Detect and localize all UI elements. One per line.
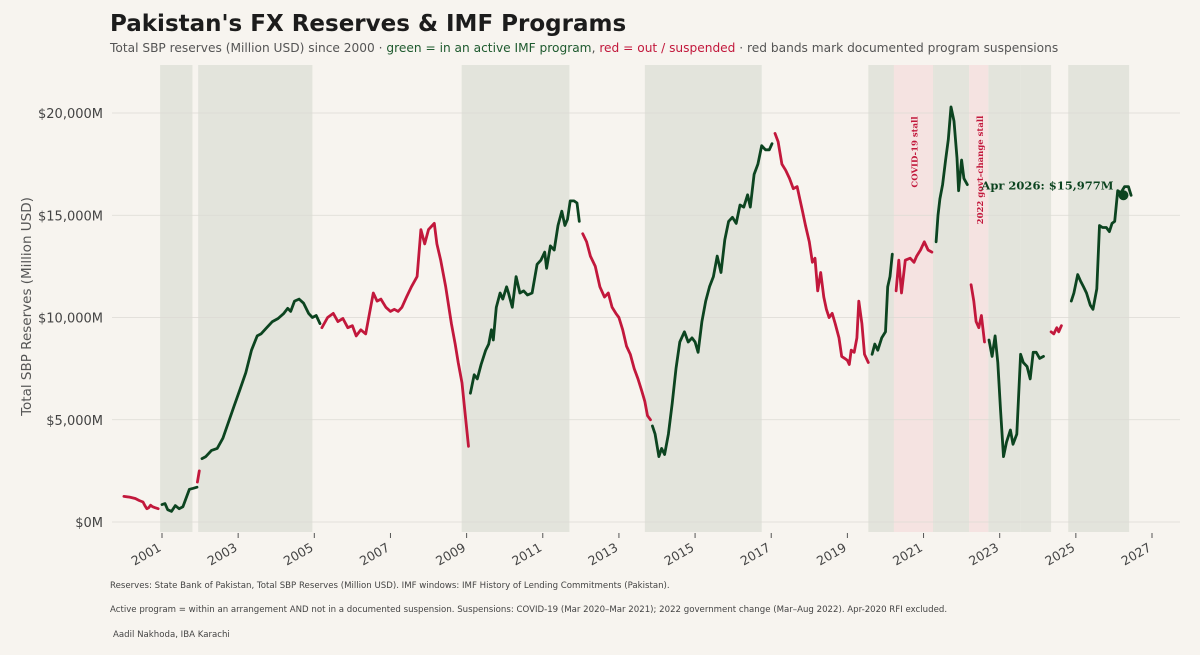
x-tick-label-1: 2003 [205,540,240,569]
series-layer [122,105,1133,513]
program-band-7 [1020,65,1052,532]
x-tick-label-10: 2021 [890,540,925,569]
series-segment-14-out [1049,324,1063,336]
x-tick-label-12: 2025 [1042,540,1077,569]
program-band-1 [198,65,313,532]
x-tick-label-0: 2001 [128,540,163,569]
suspension-band-0 [893,65,934,532]
series-segment-13-active [987,334,1045,459]
footnote-author: Aadil Nakhoda, IBA Karachi [113,630,230,640]
x-tick-label-4: 2009 [433,540,468,569]
chart-title: Pakistan's FX Reserves & IMF Programs [110,11,627,37]
series-segment-1-active [160,485,199,513]
series-segment-3-active [200,297,322,461]
latest-point-marker [1118,190,1129,201]
subtitle-part-2: · red bands mark documented program susp… [735,41,1059,55]
latest-point-label: Apr 2026: $15,977M [980,178,1113,192]
x-tick-label-3: 2007 [357,540,392,569]
y-tick-label-4: $20,000M [38,107,103,122]
suspension-band-1 [969,65,989,532]
program-band-6 [988,65,1021,532]
footnote-definition: Active program = within an arrangement A… [110,605,948,615]
series-segment-6-out [581,232,652,422]
series-segment-10-out [894,240,934,295]
x-tick-label-9: 2019 [814,540,849,569]
band-layer [160,65,1130,532]
x-tick-label-6: 2013 [585,540,620,569]
series-segment-2-out [195,469,201,484]
chart-subtitle: Total SBP reserves (Million USD) since 2… [110,41,1058,55]
subtitle-separator: , [591,41,600,55]
program-band-8 [1068,65,1130,532]
annotation-layer: COVID-19 stall 2022 govt-change stallApr … [910,115,1129,224]
y-tick-label-2: $10,000M [38,312,103,327]
suspension-label-1: 2022 govt-change stall [976,115,986,224]
subtitle-part-1: Total SBP reserves (Million USD) since 2… [110,41,387,55]
series-segment-9-active [870,252,894,356]
series-segment-7-active [651,142,774,459]
series-segment-5-active [468,199,581,395]
program-band-3 [644,65,762,532]
series-segment-11-active [934,105,969,244]
footnote-sources: Reserves: State Bank of Pakistan, Total … [110,581,670,591]
y-tick-label-0: $0M [75,516,103,531]
suspension-label-0: COVID-19 stall [910,116,920,188]
program-band-5 [934,65,970,532]
y-tick-label-1: $5,000M [46,414,103,429]
series-segment-12-out [969,283,986,344]
series-segment-4-out [320,221,470,448]
x-tick-label-7: 2015 [662,540,697,569]
x-tick-label-11: 2023 [966,540,1001,569]
grid-layer [112,112,1180,523]
subtitle-green-legend: green = in an active IMF program [386,41,592,55]
series-segment-0-out [122,494,160,511]
x-tick-label-13: 2027 [1118,540,1153,569]
series-segment-8-out [773,131,870,366]
subtitle-red-legend: red = out / suspended [599,41,736,55]
y-axis-label: Total SBP Reserves (Million USD) [19,197,35,417]
program-band-0 [160,65,193,532]
y-tick-label-3: $15,000M [38,209,103,224]
x-tick-label-8: 2017 [738,540,773,569]
program-band-2 [461,65,570,532]
x-tick-label-2: 2005 [281,540,316,569]
x-tick-label-5: 2011 [509,540,544,569]
